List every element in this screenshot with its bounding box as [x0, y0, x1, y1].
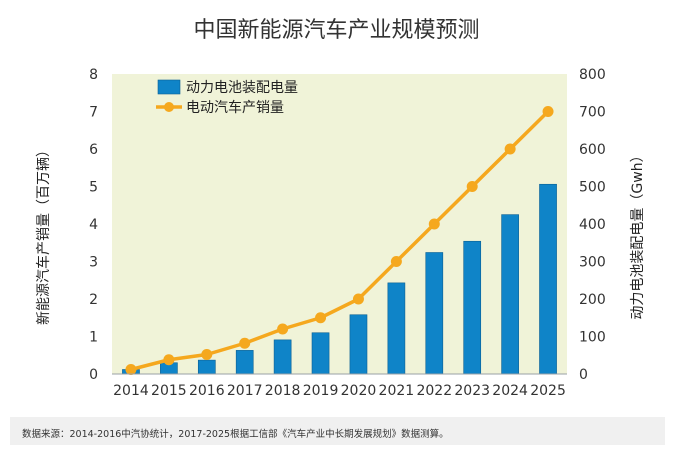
- x-tick-label: 2017: [227, 383, 263, 399]
- line-point: [201, 349, 213, 360]
- line-series: [125, 106, 554, 375]
- y-right-tick-label: 800: [579, 67, 606, 83]
- y-right-tick-label: 300: [579, 255, 606, 271]
- x-tick-label: 2019: [303, 383, 339, 399]
- bar: [539, 183, 557, 375]
- line-point: [239, 337, 251, 349]
- x-tick-label: 2020: [341, 383, 377, 399]
- bar: [235, 350, 254, 375]
- y-right-tick-label: 600: [579, 142, 606, 158]
- bar: [349, 314, 368, 375]
- line-point: [277, 323, 289, 335]
- y-left-tick-label: 8: [89, 67, 98, 83]
- bar-series: [122, 183, 557, 375]
- y-left-tick-label: 7: [89, 105, 98, 121]
- x-tick-label: 2014: [113, 383, 149, 399]
- source-note: 数据来源：2014-2016中汽协统计，2017-2025根据工信部《汽车产业中…: [22, 429, 449, 440]
- left-axis-ticks: 0 1 2 3 4 5 6 7 8: [89, 67, 98, 383]
- y-left-tick-label: 5: [89, 180, 98, 196]
- legend-label-bar: 动力电池装配电量: [186, 80, 298, 96]
- line-point: [315, 312, 327, 324]
- legend-swatch-bar: [157, 79, 181, 95]
- x-tick-label: 2022: [416, 383, 452, 399]
- line-point: [163, 354, 175, 366]
- x-tick-label: 2025: [530, 383, 566, 399]
- y-right-tick-label: 700: [579, 105, 606, 121]
- line-point: [352, 293, 364, 305]
- y-left-tick-label: 4: [89, 217, 98, 233]
- x-tick-label: 2018: [265, 383, 301, 399]
- footer-bar: [10, 417, 665, 445]
- y-left-axis-label: 新能源汽车产销量（百万辆）: [35, 143, 52, 325]
- line-path: [130, 110, 550, 372]
- legend-label-line: 电动汽车产销量: [186, 99, 284, 116]
- y-right-tick-label: 400: [579, 217, 606, 233]
- x-tick-label: 2016: [189, 383, 225, 399]
- y-left-tick-label: 0: [89, 367, 98, 383]
- y-right-tick-label: 200: [579, 292, 606, 308]
- bar: [273, 339, 292, 375]
- y-left-tick-label: 2: [89, 292, 98, 308]
- line-point: [390, 256, 402, 267]
- line-point: [125, 364, 137, 375]
- y-left-tick-label: 6: [89, 142, 98, 158]
- y-left-tick-label: 1: [89, 330, 98, 346]
- y-left-tick-label: 3: [89, 255, 98, 271]
- y-right-tick-label: 500: [579, 180, 606, 196]
- bar: [387, 282, 406, 375]
- y-right-tick-label: 0: [579, 367, 588, 383]
- chart-title: 中国新能源汽车产业规模预测: [193, 18, 480, 43]
- line-point: [428, 218, 440, 230]
- y-right-axis-label: 动力电池装配电量（Gwh）: [630, 148, 646, 319]
- bar: [501, 214, 519, 375]
- bar: [197, 359, 216, 375]
- plot-background: [112, 74, 567, 374]
- x-tick-label: 2023: [454, 383, 490, 399]
- line-point: [542, 106, 554, 117]
- line-point: [466, 181, 478, 192]
- legend-swatch-line-marker: [164, 102, 174, 112]
- x-tick-label: 2024: [492, 383, 528, 399]
- bar: [463, 240, 482, 375]
- x-tick-label: 2021: [379, 383, 415, 399]
- bar: [425, 252, 444, 375]
- y-right-tick-label: 100: [579, 330, 606, 346]
- bar: [311, 332, 330, 375]
- x-tick-label: 2015: [151, 383, 187, 399]
- x-axis-ticks: 2014 2015 2016 2017 2018 2019 2020 2021 2022 2023…: [113, 383, 566, 399]
- line-point: [504, 143, 516, 155]
- right-axis-ticks: 0 100 200 300 400 500 600 700 800: [579, 67, 606, 383]
